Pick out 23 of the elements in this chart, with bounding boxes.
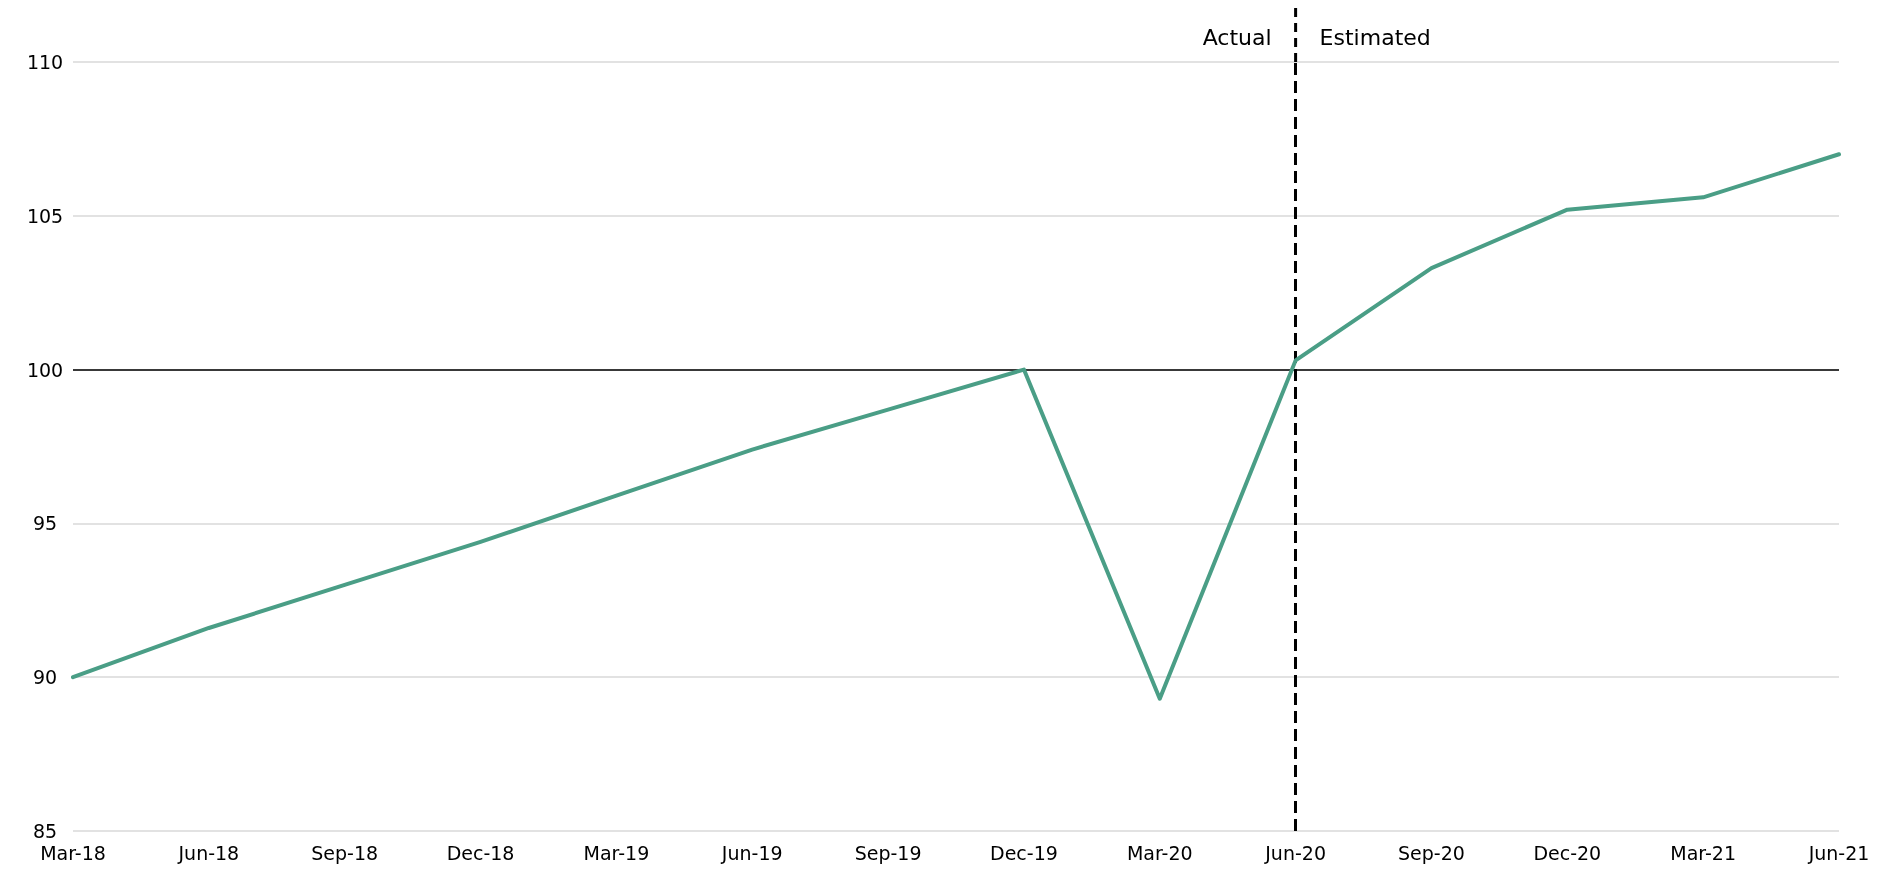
x-tick-label: Mar-18 [40,841,106,864]
x-tick-label: Jun-21 [1807,841,1870,864]
x-tick-label: Mar-19 [583,841,650,864]
y-tick-label: 105 [26,204,64,227]
x-tick-label: Sep-18 [311,841,379,864]
x-tick-label: Jun-20 [1264,841,1326,864]
x-tick-label: Jun-18 [177,841,240,864]
y-tick-label: 100 [26,358,64,381]
y-tick-label: 110 [26,51,64,73]
x-tick-label: Dec-20 [1533,841,1602,864]
line-series [71,152,1841,701]
y-tick-label: 95 [32,512,58,535]
x-tick-label: Sep-20 [1398,841,1465,864]
x-tick-label: Jun-19 [720,841,783,864]
x-tick-label: Mar-20 [1126,841,1193,864]
x-tick-label: Dec-18 [446,841,515,864]
x-tick-label: Dec-19 [990,841,1058,864]
text: Actual [1202,24,1272,50]
text: Estimated [1319,24,1431,50]
x-tick-label: Sep-19 [854,841,922,864]
y-tick-label: 90 [32,666,58,689]
x-tick-label: Mar-21 [1670,841,1736,864]
y-tick-label: 85 [32,820,58,842]
